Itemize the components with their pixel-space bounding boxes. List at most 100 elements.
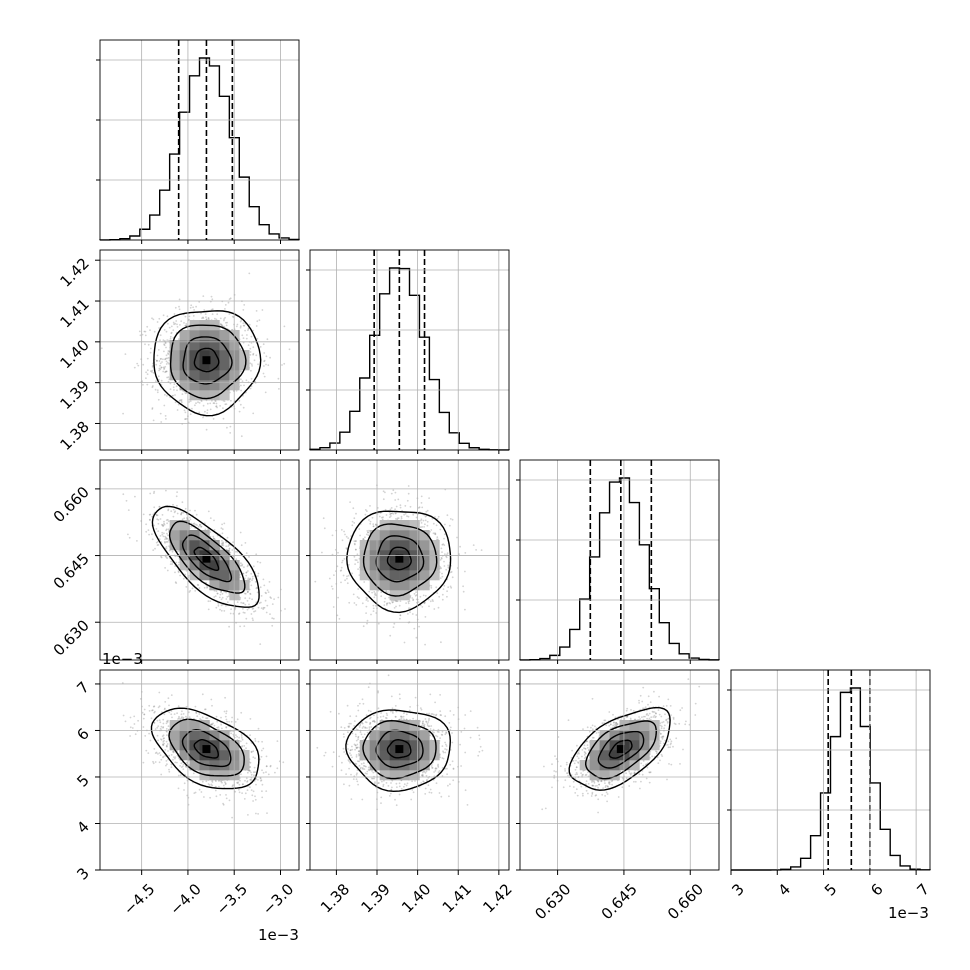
density-cell [379,530,390,541]
density-cell [189,370,200,381]
density-cell [169,360,180,371]
density-cell [409,760,420,771]
contours [345,709,452,793]
grid-lines [100,460,299,660]
x-tick-label-3-2: 5 [821,880,840,899]
grid-lines [520,460,719,660]
scatter-panel-3-1 [316,674,484,811]
contour-level-3 [386,546,412,571]
density-cell [359,560,370,571]
contour-level-0 [345,709,452,793]
density-cell [599,750,610,761]
density-cell [399,750,410,761]
contour-level-1 [168,718,245,777]
density-cell [169,340,180,351]
density-cell [189,330,200,341]
density-cell [179,360,190,371]
density-cell [189,720,200,731]
density-cell [179,330,190,341]
density-cell [429,550,440,561]
density-cell [379,560,390,571]
density-cell [369,740,380,751]
x-tick-label-2-0: 0.630 [531,880,574,923]
density-peak-marker [202,745,211,754]
density-cell [199,390,210,401]
panel-frame [99,39,300,241]
y-tick-label-1-3: 1.41 [56,295,92,331]
contour-level-0 [568,706,671,791]
contour-level-3 [608,739,633,759]
contour-level-2 [181,534,233,583]
x-tick-label-1-2: 1.40 [398,880,434,916]
contour-level-1 [168,520,246,594]
panel-frame [519,669,720,871]
density-cell [399,560,410,571]
density-cell [359,570,370,581]
y-tick-label-1-1: 1.39 [56,377,92,413]
density-cell [189,380,200,391]
density-cell [609,730,620,741]
density-cell [419,730,430,741]
density-cell [369,730,380,741]
density-cell [369,580,380,591]
density-cell [169,540,180,551]
density-cell [399,580,410,591]
density-cell [179,730,190,741]
density-cell [419,550,430,561]
panel-frame [99,669,300,871]
density-cell [179,520,190,531]
density-cell [619,730,630,741]
density-cell [239,360,250,371]
contour-level-0 [346,510,452,614]
density-cell [209,580,220,591]
density-cell [239,750,250,761]
density-cell [169,370,180,381]
density-cell [359,540,370,551]
density-cell [179,530,190,541]
density-cell [419,580,430,591]
density-cell [199,350,210,361]
density-cell [189,350,200,361]
density-cell [639,730,650,741]
panel-frame [519,459,720,661]
x-tick-label-1-4: 1.42 [479,880,515,916]
y-tick-label-1-0: 1.38 [56,418,92,454]
density-cell [209,540,220,551]
contour-level-2 [182,336,233,385]
x-offset-label-0: 1e−3 [258,926,299,944]
density-cell [419,560,430,571]
contour-level-2 [375,535,425,583]
density-cell [389,520,400,531]
density-peak-marker [202,356,211,365]
y-tick-label-2-0: 0.630 [50,616,93,659]
histogram-step-1 [309,267,510,451]
density-cell [219,750,230,761]
contour-level-2 [375,729,424,769]
density-cell [389,560,400,571]
density-cell [369,760,380,771]
scatter-panel-3-0 [121,682,285,819]
density-cell [179,340,190,351]
density-cell [219,570,230,581]
density-cell [409,750,420,761]
density-cell [589,760,600,771]
density-cell [399,520,410,531]
x-offset-label-3: 1e−3 [888,904,929,922]
density-cell [199,360,210,371]
panel-frame [309,459,510,661]
density-cell [409,740,420,751]
density-cell [169,520,180,531]
density-cell [409,560,420,571]
density-cell [199,340,210,351]
density-cell [389,750,400,761]
density-cell [619,760,630,771]
density-cell [389,760,400,771]
density-cell [399,540,410,551]
density-cell [189,340,200,351]
contour-level-3 [193,739,220,759]
grid-lines [100,40,299,240]
density-cell [409,540,420,551]
density-cell [599,730,610,741]
density-cell [649,730,660,741]
density-cell [599,760,610,771]
